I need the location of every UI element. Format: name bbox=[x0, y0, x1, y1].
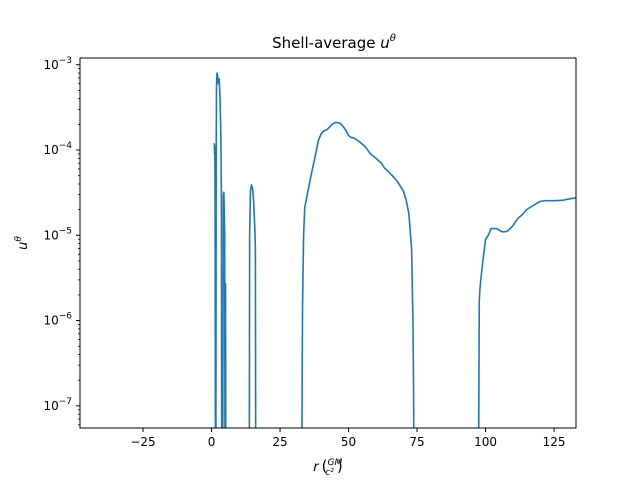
x-tick-label: 25 bbox=[272, 435, 287, 449]
y-tick-exponent: −6 bbox=[59, 312, 73, 322]
title-variable: u bbox=[380, 34, 390, 52]
x-tick-label: 50 bbox=[341, 435, 356, 449]
y-axis-label: uθ bbox=[14, 236, 31, 250]
series-line-segment bbox=[248, 184, 257, 429]
chart-title: Shell-average uθ bbox=[272, 33, 396, 52]
xlabel-numerator: GM bbox=[328, 458, 343, 468]
series-line-segment bbox=[224, 283, 227, 429]
series-line-segment bbox=[213, 143, 217, 429]
xlabel-variable: r bbox=[313, 460, 320, 475]
y-tick-exponent: −5 bbox=[59, 226, 72, 236]
y-tick-exponent: −3 bbox=[59, 56, 72, 66]
x-tick-label: 100 bbox=[474, 435, 497, 449]
plot-frame bbox=[79, 57, 577, 429]
x-tick-label: 125 bbox=[543, 435, 566, 449]
x-axis-label: r (GM c²) bbox=[313, 457, 342, 478]
ylabel-variable: u bbox=[16, 242, 31, 250]
y-tick-exponent: −4 bbox=[59, 141, 73, 151]
series-line-segment bbox=[477, 197, 577, 429]
xlabel-close-paren: ) bbox=[337, 457, 343, 475]
x-axis-ticks: −25 0 25 50 75 100 125 bbox=[130, 428, 566, 449]
x-tick-label: 75 bbox=[409, 435, 424, 449]
y-tick-exponent: −7 bbox=[59, 397, 72, 407]
series-line-segment bbox=[215, 72, 223, 429]
x-tick-label: 0 bbox=[208, 435, 216, 449]
series-line-segment bbox=[301, 121, 415, 429]
series-layer bbox=[213, 72, 577, 429]
plot-area bbox=[80, 58, 576, 428]
x-tick-label: −25 bbox=[130, 435, 155, 449]
ylabel-superscript: θ bbox=[14, 236, 24, 242]
title-superscript: θ bbox=[390, 33, 396, 44]
xlabel-open-paren: ( bbox=[322, 457, 328, 475]
xlabel-denominator: c² bbox=[325, 468, 334, 478]
